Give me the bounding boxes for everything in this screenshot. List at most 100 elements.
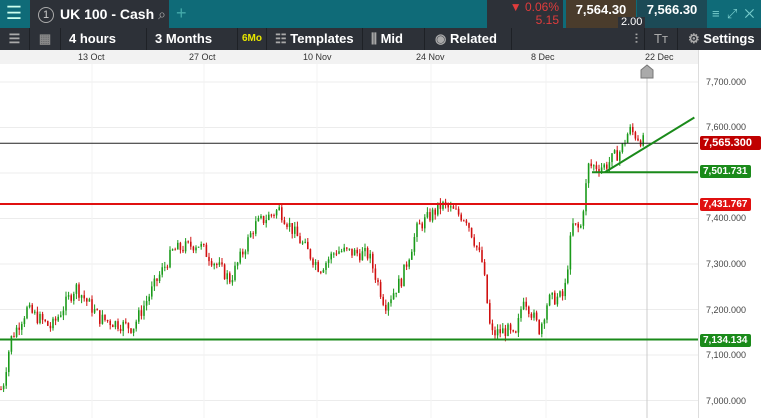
candle <box>13 335 15 337</box>
candle <box>577 223 579 228</box>
candle <box>231 280 234 283</box>
candle <box>525 301 527 307</box>
candle <box>309 249 312 259</box>
close-icon[interactable]: ✕ <box>744 6 755 21</box>
level-tag[interactable]: 7,501.731 <box>700 165 751 178</box>
candle <box>184 241 187 252</box>
candle <box>275 210 278 216</box>
candle <box>223 264 226 280</box>
candle <box>138 310 140 322</box>
candle <box>177 242 179 250</box>
candle <box>413 237 416 252</box>
y-axis[interactable] <box>698 50 761 418</box>
candle <box>431 209 434 221</box>
candle <box>333 253 335 255</box>
candle <box>49 325 52 329</box>
related-button[interactable]: ◉ Related <box>425 28 512 50</box>
candle <box>78 284 80 298</box>
candle <box>502 328 504 334</box>
candle <box>437 202 439 215</box>
candle <box>551 292 553 295</box>
candles-icon: ⫼ <box>371 31 381 46</box>
range-select[interactable]: 3 Months <box>147 28 238 50</box>
candle <box>187 241 189 243</box>
candle <box>372 253 374 269</box>
candle <box>489 303 491 324</box>
candle <box>39 314 41 324</box>
candle <box>587 163 590 184</box>
candle <box>600 167 603 172</box>
instrument-tab[interactable]: 1 UK 100 - Cash ⌕ <box>30 0 169 28</box>
candle <box>346 247 348 249</box>
list-icon[interactable]: ☰ <box>0 28 30 50</box>
candle <box>60 315 62 317</box>
candle <box>255 221 257 234</box>
candle <box>348 248 351 250</box>
related-label: Related <box>449 31 497 46</box>
candle <box>382 296 384 305</box>
candle <box>353 249 356 256</box>
candle <box>395 292 397 294</box>
candle <box>504 328 507 336</box>
candle <box>387 303 390 311</box>
candle <box>153 278 156 287</box>
search-icon[interactable]: ⌕ <box>158 6 166 22</box>
candle <box>117 321 119 329</box>
font-size-icon[interactable]: Tт <box>645 28 678 50</box>
templates-icon: ☷ <box>275 31 291 46</box>
candle <box>520 309 522 319</box>
mid-button[interactable]: ⫼ Mid <box>363 28 425 50</box>
x-tick: 13 Oct <box>78 52 105 62</box>
candle <box>101 314 104 324</box>
candle <box>197 246 200 248</box>
candle <box>208 256 210 262</box>
candle <box>457 208 460 215</box>
candle <box>132 328 135 333</box>
interval-select[interactable]: 4 hours <box>61 28 147 50</box>
candle <box>104 314 106 321</box>
candle <box>424 217 426 229</box>
candle <box>239 251 241 263</box>
add-tab-button[interactable]: + <box>176 3 187 23</box>
hamburger-icon[interactable]: ☰ <box>5 3 23 23</box>
candle <box>421 223 423 229</box>
expand-icon[interactable]: ⤢ <box>726 6 738 21</box>
layout-grid-icon[interactable]: ▦ <box>30 28 61 50</box>
candle <box>314 262 317 265</box>
candle <box>517 318 520 333</box>
candle <box>299 236 301 244</box>
candle <box>73 293 75 301</box>
candle <box>122 321 124 332</box>
candle <box>509 324 512 331</box>
buy-price-button[interactable]: 7,566.30 <box>637 0 707 28</box>
templates-button[interactable]: ☷ Templates <box>267 28 363 50</box>
x-tick: 22 Dec <box>645 52 674 62</box>
candle <box>512 330 514 332</box>
drag-handle-icon[interactable]: ≡ <box>712 6 720 21</box>
level-tag[interactable]: 7,134.134 <box>700 334 751 347</box>
candle <box>554 292 556 305</box>
candle <box>359 253 361 261</box>
candle <box>70 295 72 301</box>
change-percent: ▼ 0.06% <box>509 0 559 14</box>
price-change: ▼ 0.06% 5.15 <box>487 0 563 28</box>
candle <box>8 351 10 373</box>
candle <box>257 218 260 222</box>
candle <box>294 226 296 234</box>
x-tick: 10 Nov <box>303 52 332 62</box>
candle <box>338 251 340 254</box>
candle <box>426 212 429 218</box>
candle <box>171 249 174 251</box>
level-tag[interactable]: 7,431.767 <box>700 198 751 211</box>
candle <box>304 241 306 243</box>
y-tick: 7,700.000 <box>706 77 747 87</box>
settings-button[interactable]: ⚙ Settings <box>678 28 761 50</box>
y-tick: 7,400.000 <box>706 213 747 223</box>
range-6mo-button[interactable]: 6Mo <box>238 28 267 50</box>
candle <box>634 132 637 139</box>
candle <box>603 164 605 168</box>
candle <box>80 295 83 298</box>
candle <box>23 318 26 325</box>
scale-icon[interactable]: ⫶ <box>512 28 645 50</box>
